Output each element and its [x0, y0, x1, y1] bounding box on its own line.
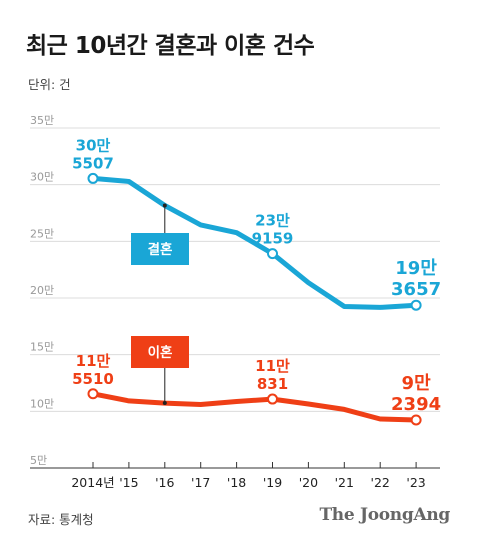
data-label: 30만: [76, 136, 111, 154]
series-badge: [131, 336, 189, 368]
y-tick-label: 30만: [30, 171, 54, 184]
brand-logo: The JoongAng: [319, 505, 450, 525]
chart-title: 최근 10년간 결혼과 이혼 건수: [26, 33, 315, 59]
x-tick-label: '16: [155, 475, 174, 490]
x-tick-label: '23: [406, 475, 425, 490]
data-label: 3657: [391, 279, 441, 300]
leader-dot: [162, 401, 167, 406]
data-label: 5510: [72, 370, 114, 388]
y-tick-label: 20만: [30, 284, 54, 297]
series-line-marriage: [90, 175, 419, 310]
data-label: 9159: [252, 230, 294, 248]
x-tick-label: '18: [227, 475, 246, 490]
x-tick-label: 2014년: [71, 475, 114, 490]
data-label: 5507: [72, 154, 114, 172]
data-label: 11만: [255, 357, 290, 375]
series-badge: [131, 233, 189, 265]
series-line-divorce: [90, 391, 419, 423]
y-tick-label: 5만: [30, 454, 47, 467]
source-label: 자료: 통계청: [28, 512, 94, 527]
x-tick-label: '21: [335, 475, 354, 490]
data-point: [267, 248, 278, 260]
x-tick-label: '19: [263, 475, 282, 490]
data-point: [410, 414, 422, 426]
y-tick-label: 25만: [30, 227, 54, 240]
y-tick-label: 10만: [30, 397, 54, 410]
unit-label: 단위: 건: [28, 77, 71, 92]
series-badge-label: 결혼: [148, 241, 173, 258]
data-point: [267, 393, 278, 405]
y-tick-label: 35만: [30, 114, 54, 127]
data-point: [87, 172, 99, 184]
series-badge-label: 이혼: [148, 344, 173, 361]
data-label: 9만: [402, 373, 432, 394]
x-tick-label: '17: [191, 475, 210, 490]
x-tick-label: '20: [299, 475, 318, 490]
y-tick-label: 15만: [30, 341, 54, 354]
data-point: [410, 299, 422, 311]
leader-dot: [162, 203, 167, 208]
data-label: 19만: [395, 258, 437, 279]
data-label: 2394: [391, 394, 441, 415]
x-tick-label: '22: [371, 475, 390, 490]
data-label: 11만: [76, 352, 111, 370]
data-point: [87, 388, 99, 400]
data-label: 23만: [255, 212, 290, 230]
x-tick-label: '15: [119, 475, 138, 490]
data-label: 831: [257, 375, 288, 393]
